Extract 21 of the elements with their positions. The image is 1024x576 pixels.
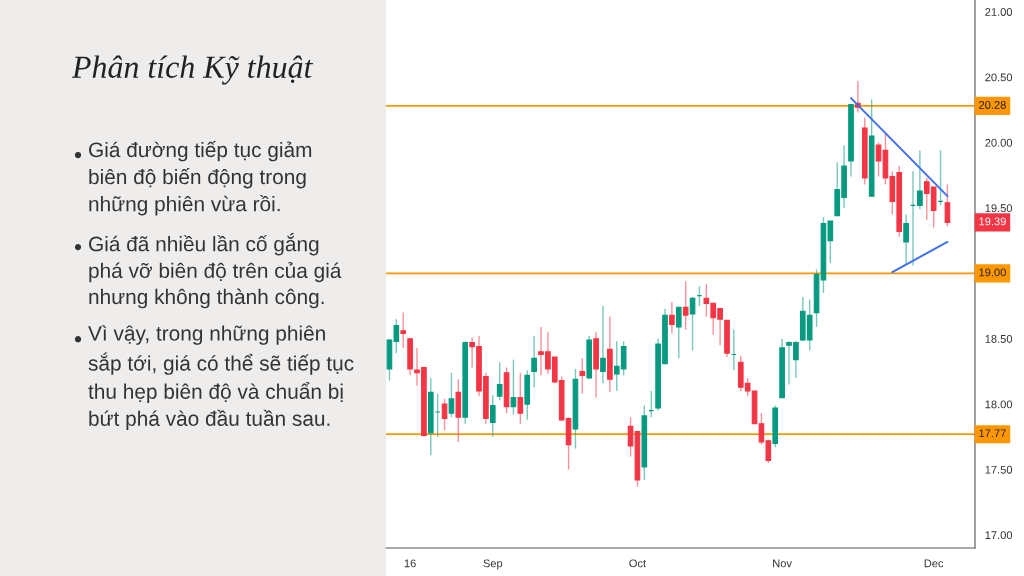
y-tick-label: 17.00	[985, 531, 1013, 540]
ref-line-label: 19.00	[979, 268, 1006, 277]
text: Phân tích Kỹ thuật	[71, 55, 314, 85]
x-tick-label: Nov	[773, 559, 792, 568]
y-tick-label: 21.00	[985, 8, 1013, 16]
x-tick-label: Sep	[483, 559, 503, 570]
y-tick-label: 18.50	[985, 335, 1013, 343]
x-tick-label: Oct	[629, 559, 647, 568]
y-tick-label: 18.00	[985, 400, 1013, 409]
x-tick-label: Dec	[924, 559, 944, 568]
ref-line-label: 17.77	[979, 429, 1006, 438]
y-tick-label: 17.50	[985, 465, 1013, 474]
y-tick-label: 19.50	[985, 204, 1013, 213]
ref-line-label: 20.28	[979, 101, 1006, 109]
x-tick-label: 16	[404, 559, 416, 568]
text: 19.39	[979, 217, 1006, 226]
text: Giá đường tiếp tục giảm biên độ biến động trong những phiên vừa rồi.	[89, 141, 312, 216]
text: Giá đã nhiều lần cố gắng phá vỡ biên độ trên của giá nhưng không thành công.	[89, 233, 342, 309]
y-tick-label: 20.50	[985, 73, 1013, 82]
y-tick-label: 20.00	[985, 138, 1013, 147]
text: Vì vậy, trong những phiên sắp tới, giá có thể sẽ tiếp tục thu hẹp biên độ và chuẩn bị bứt phá vào đầu tuần sau.	[88, 325, 354, 431]
